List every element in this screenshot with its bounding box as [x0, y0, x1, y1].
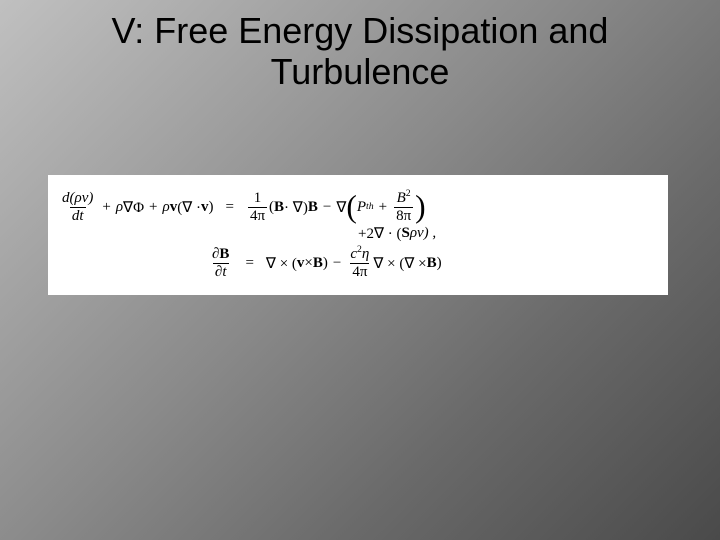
den8pi: 8π [394, 207, 413, 224]
rp3: ) [437, 255, 442, 272]
big-lparen: ( [346, 196, 357, 218]
curl2: ∇ × (∇ × [373, 254, 426, 273]
close1: ) [208, 199, 213, 216]
slide: V: Free Energy Dissipation and Turbulenc… [0, 0, 720, 540]
v1: v [170, 199, 178, 216]
plus-3: + [379, 199, 387, 216]
minus-2: − [333, 255, 341, 272]
frac-1-4pi: 1 4π [248, 191, 267, 224]
S: S [401, 225, 409, 242]
l2post: ρν) , [410, 225, 436, 242]
equals-2: = [245, 255, 253, 272]
equation-1-line-2: +2∇ · (Sρν) , [58, 224, 658, 243]
equation-1-line-1: d(ρv) dt + ρ∇Φ + ρv(∇ · v) = 1 4π (B · ∇… [58, 191, 658, 224]
rp2: ) [323, 255, 328, 272]
sup2: 2 [406, 188, 411, 199]
cross: × [304, 255, 312, 272]
num: d(ρv) [62, 190, 93, 206]
B3: B [219, 246, 229, 262]
eta: η [362, 246, 369, 262]
open-div: (∇ · [177, 198, 201, 217]
B4: B [313, 255, 323, 272]
equation-2: ∂B ∂t = ∇ × (v × B) − c2η 4π ∇ × (∇ × B) [58, 247, 658, 280]
v3: v [297, 255, 305, 272]
B5: B [427, 255, 437, 272]
den: dt [72, 208, 84, 224]
l2pre: +2∇ · ( [358, 224, 401, 243]
frac-drho-v-dt: d(ρv) dt [60, 191, 95, 224]
curl1: ∇ × ( [266, 254, 297, 273]
plus-1: + [102, 199, 110, 216]
slide-title: V: Free Energy Dissipation and Turbulenc… [0, 10, 720, 93]
B1: B [274, 199, 284, 216]
v2: v [201, 199, 209, 216]
rho2: ρ [163, 199, 170, 216]
frac-dB-dt: ∂B ∂t [210, 247, 231, 280]
grad1: ∇ [336, 198, 346, 217]
equation-box: d(ρv) dt + ρ∇Φ + ρv(∇ · v) = 1 4π (B · ∇… [48, 175, 668, 295]
frac-c2eta-4pi: c2η 4π [348, 247, 371, 280]
dt: ∂t [215, 264, 227, 280]
minus-1: − [323, 199, 331, 216]
frac-B2-8pi: B2 8π [394, 191, 413, 224]
plus-2: + [149, 199, 157, 216]
big-rparen: ) [415, 196, 426, 218]
num1: 1 [252, 191, 264, 207]
B2: B [308, 199, 318, 216]
dotgrad: · ∇) [284, 198, 308, 217]
P: P [357, 199, 366, 216]
grad-phi: ∇Φ [123, 198, 144, 217]
den1: 4π [248, 207, 267, 224]
den4pi: 4π [350, 263, 369, 280]
rho: ρ [116, 199, 123, 216]
Bbase: B [397, 190, 406, 206]
equals-1: = [225, 199, 233, 216]
